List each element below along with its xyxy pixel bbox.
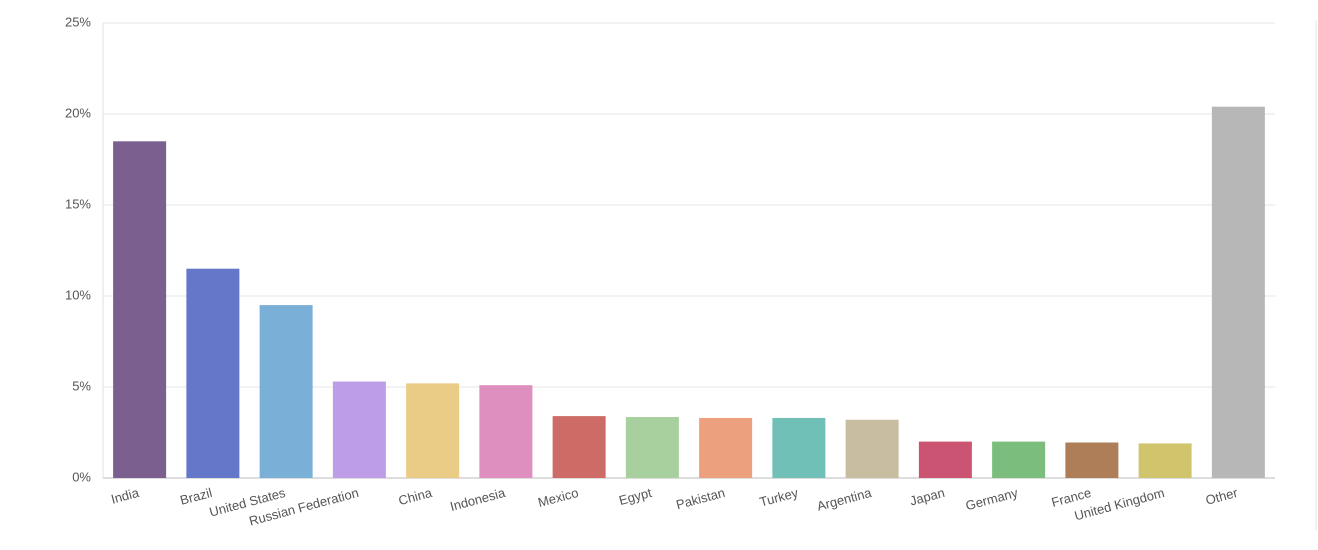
y-tick-label: 25%: [65, 14, 91, 29]
x-tick-label: Other: [1204, 485, 1240, 508]
bar: [332, 381, 386, 478]
bar: [552, 416, 606, 478]
x-tick-label: India: [109, 485, 141, 507]
x-tick-label: Egypt: [617, 485, 653, 508]
y-tick-label: 15%: [65, 196, 91, 211]
bar: [113, 141, 167, 479]
bar: [259, 305, 313, 478]
x-tick-label: Japan: [908, 485, 946, 509]
x-tick-label: China: [397, 485, 434, 508]
bar: [918, 441, 972, 478]
bar: [772, 417, 826, 478]
x-tick-label: Germany: [964, 485, 1020, 513]
bar: [1211, 106, 1265, 478]
bar: [479, 385, 533, 478]
bar: [1138, 443, 1192, 478]
y-tick-label: 10%: [65, 287, 91, 302]
x-tick-label: Turkey: [758, 485, 800, 510]
y-tick-label: 5%: [72, 378, 91, 393]
bar: [992, 441, 1046, 478]
bar: [625, 417, 679, 478]
bar: [699, 417, 753, 478]
bar: [845, 419, 899, 478]
x-tick-label: Mexico: [536, 485, 580, 510]
x-tick-label: Pakistan: [674, 485, 726, 512]
y-tick-label: 20%: [65, 105, 91, 120]
bar: [406, 383, 460, 478]
x-tick-label: Argentina: [815, 485, 873, 514]
y-tick-label: 0%: [72, 469, 91, 484]
bar: [186, 268, 240, 478]
bar: [1065, 442, 1119, 478]
x-tick-label: Indonesia: [448, 485, 507, 514]
